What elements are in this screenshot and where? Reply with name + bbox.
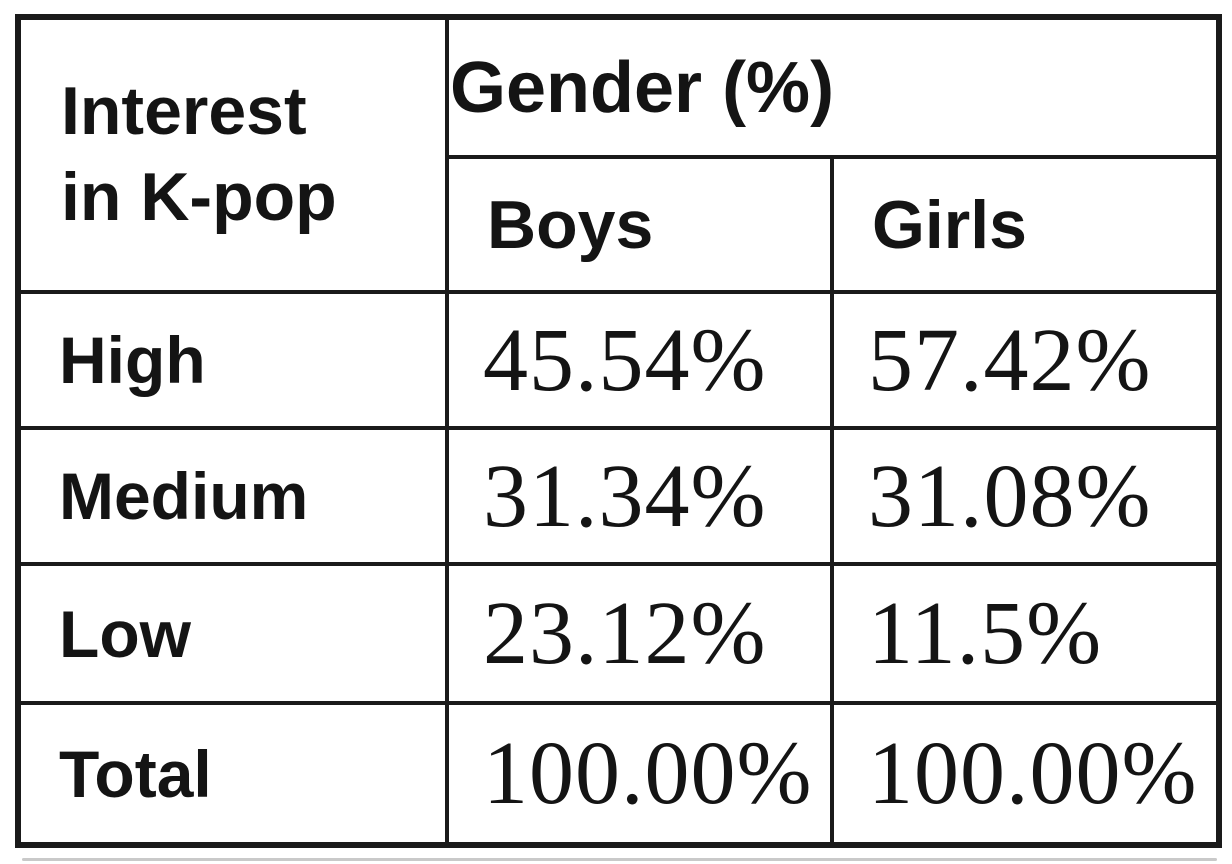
header-row-subcolumns: Boys Girls [18, 155, 1222, 294]
table-row-total: Total 100.00% 100.00% [16, 701, 1222, 847]
row-label-medium: Medium [16, 426, 449, 566]
row-label-low: Low [16, 562, 449, 705]
row-label-total: Total [16, 701, 449, 847]
row-header-interest-in-kpop: Interest in K-pop [16, 15, 449, 294]
column-header-girls: Girls [829, 155, 1222, 294]
kpop-interest-gender-table: Interest in K-pop Gender (%) Boys Girls … [15, 14, 1223, 848]
cell-low-girls: 11.5% [829, 562, 1222, 705]
scan-artifact-line [22, 858, 1217, 861]
column-header-boys: Boys [445, 155, 834, 294]
table-row-low: Low 23.12% 11.5% [16, 562, 1222, 705]
row-label-high: High [16, 290, 449, 430]
cell-high-girls: 57.42% [829, 290, 1222, 430]
cell-high-boys: 45.54% [445, 290, 834, 430]
cell-total-boys: 100.00% [445, 701, 834, 847]
table-row-medium: Medium 31.34% 31.08% [16, 426, 1222, 566]
cell-total-girls: 100.00% [829, 701, 1222, 847]
column-group-header-gender: Gender (%) [444, 15, 1222, 159]
cell-medium-girls: 31.08% [829, 426, 1222, 566]
cell-medium-boys: 31.34% [445, 426, 834, 566]
table-row-high: High 45.54% 57.42% [16, 290, 1222, 430]
header-row-group: Interest in K-pop Gender (%) [16, 15, 1222, 294]
cell-low-boys: 23.12% [445, 562, 834, 705]
